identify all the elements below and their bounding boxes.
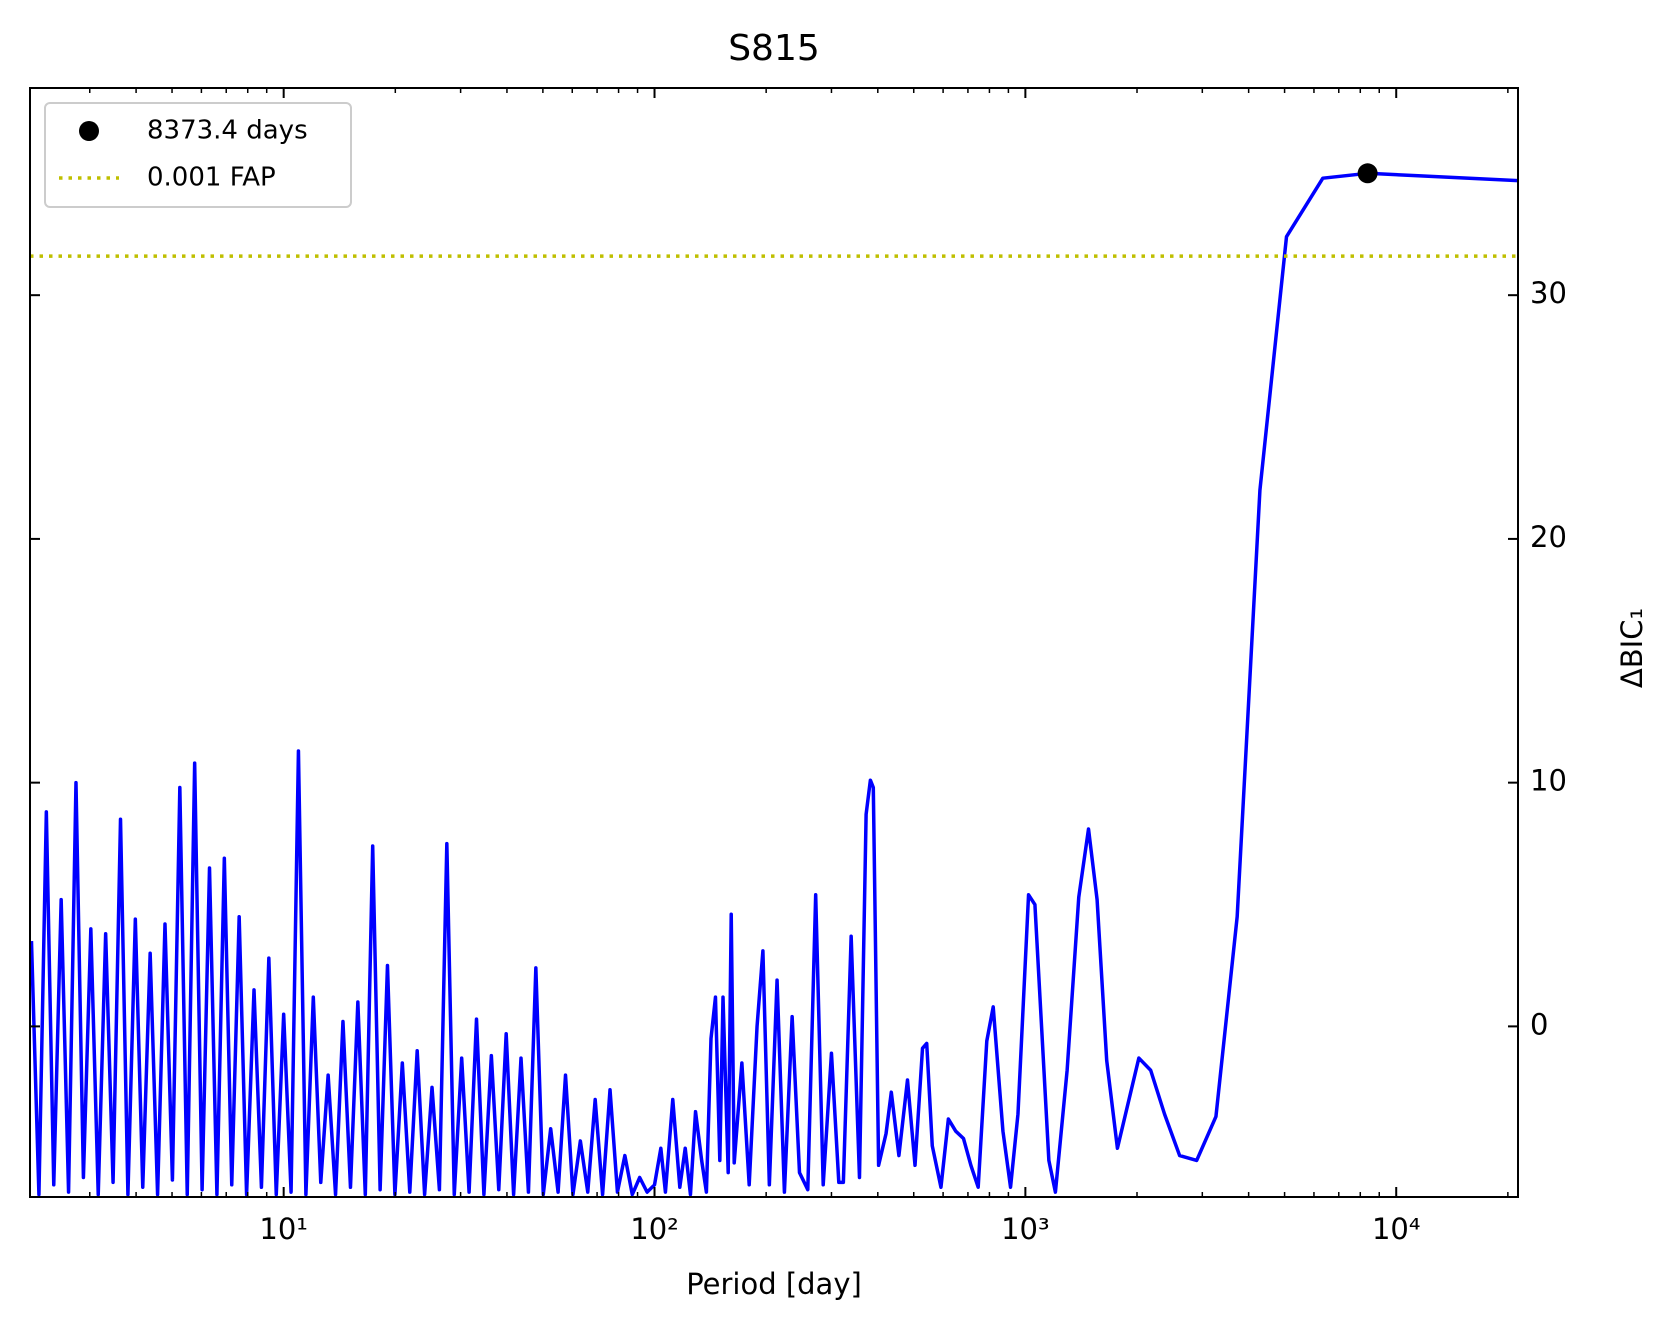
- axes: 10¹ 10² 10³ 10⁴ 0 10 20 30: [30, 88, 1567, 1246]
- y-tick-label: 10: [1530, 764, 1567, 798]
- y-tick-label: 0: [1530, 1007, 1548, 1041]
- x-tick-label: 10¹: [259, 1212, 308, 1246]
- legend: 8373.4 days 0.001 FAP: [44, 102, 352, 208]
- legend-label: 8373.4 days: [147, 116, 308, 146]
- x-axis-label: Period [day]: [686, 1267, 862, 1301]
- plot-area: [30, 163, 1518, 1197]
- x-tick-label: 10⁴: [1372, 1212, 1421, 1246]
- x-tick-label: 10³: [1001, 1212, 1050, 1246]
- chart-title: S815: [728, 28, 820, 69]
- legend-box: [44, 102, 352, 208]
- y-tick-label: 30: [1530, 276, 1567, 310]
- data-point: [1357, 163, 1378, 184]
- data-line: [30, 171, 1518, 1197]
- y-axis-label: ΔBIC₁: [1615, 608, 1649, 688]
- x-tick-label: 10²: [630, 1212, 679, 1246]
- legend-label: 0.001 FAP: [147, 163, 276, 193]
- legend-marker: [79, 121, 99, 141]
- y-tick-label: 20: [1530, 520, 1567, 554]
- plot-frame: [29, 87, 1519, 1198]
